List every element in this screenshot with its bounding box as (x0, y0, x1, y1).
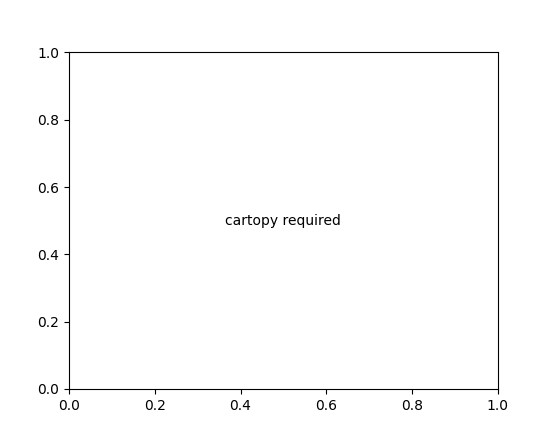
Text: cartopy required: cartopy required (226, 214, 341, 228)
